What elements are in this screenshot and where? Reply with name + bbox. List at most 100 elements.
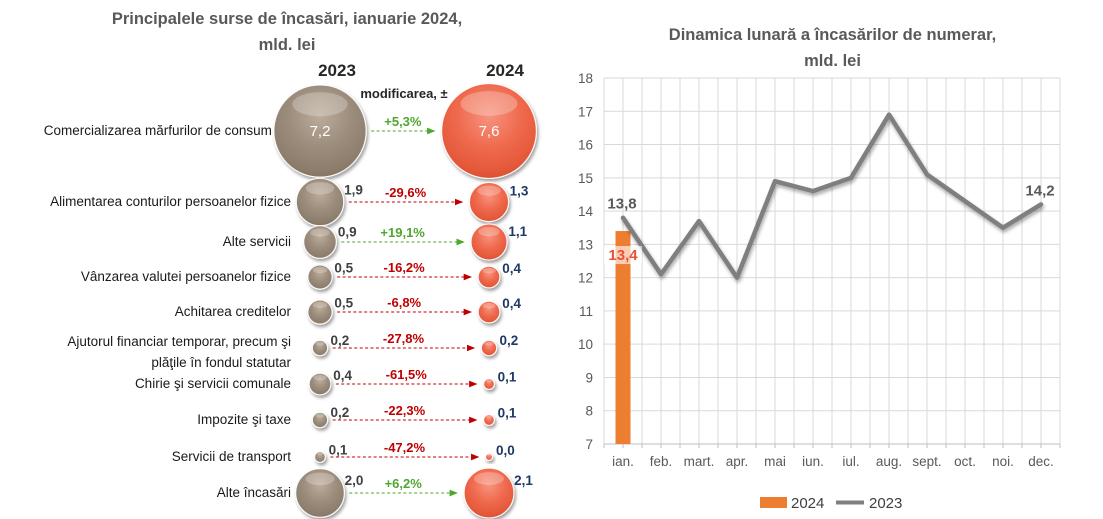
bubble-gloss-highlight (316, 452, 324, 456)
bubble-gloss-highlight (474, 472, 504, 486)
value-label-2023: 0,5 (334, 296, 353, 311)
monthly-dynamics-chart: 7 8 9 10 11 12 13 14 15 16 17 18 ian. feb. mart. apr. ma… (578, 71, 1061, 512)
value-label-2023: 7,2 (310, 123, 331, 140)
y-axis-labels: 7 8 9 10 11 12 13 14 15 16 17 18 (578, 71, 594, 452)
bubble-gloss-highlight (305, 182, 335, 195)
change-percent-label: +19,1% (380, 225, 425, 240)
value-label-2024: 0,0 (496, 443, 515, 458)
line-data-label: 13,8 (607, 196, 636, 213)
bubble-gloss-highlight (292, 92, 348, 117)
bubble-gloss-highlight (478, 226, 500, 237)
category-label: Alimentarea conturilor persoanelor fizic… (50, 194, 291, 209)
value-label-2024: 1,3 (510, 184, 529, 199)
y-tick-label: 12 (578, 271, 593, 286)
value-label-2024: 2,1 (514, 473, 533, 488)
bubble-gloss-highlight (315, 341, 325, 346)
value-label-2023: 0,5 (334, 261, 353, 276)
bubble-gloss-highlight (485, 379, 493, 383)
bubble-2023 (308, 372, 332, 396)
y-tick-label: 18 (578, 71, 593, 86)
change-column-header: modificarea, ± (360, 86, 447, 101)
y-tick-label: 8 (585, 404, 593, 419)
legend-swatch-2024 (760, 497, 787, 508)
bubble-gloss-highlight (313, 374, 327, 381)
value-label-2023: 1,9 (344, 182, 363, 197)
bubble-row: Alte încasări +6,2% 2,0 2,1 (217, 467, 533, 519)
line-2023 (620, 112, 1044, 280)
x-tick-label: noi. (992, 454, 1014, 469)
left-chart-title-line1: Principalele surse de încasări, ianuarie… (111, 10, 463, 28)
bubble-2023 (313, 450, 327, 464)
x-tick-label: ian. (612, 454, 634, 469)
category-label: Impozite şi taxe (197, 412, 291, 427)
bubble-gloss-highlight (315, 413, 325, 418)
bubble-2024 (480, 339, 498, 357)
column-header-2024: 2024 (486, 61, 524, 80)
x-tick-label: sept. (912, 454, 941, 469)
x-tick-label: mai (764, 454, 786, 469)
bubble-gloss-highlight (484, 341, 494, 346)
right-chart-title-line1: Dinamica lunară a încasărilor de numerar… (668, 26, 997, 44)
value-label-2024: 0,2 (500, 333, 519, 348)
bubble-gloss-highlight (486, 454, 492, 456)
change-percent-label: -29,6% (385, 185, 427, 200)
value-label-2024: 1,1 (508, 224, 527, 239)
category-label: Achitarea creditelor (175, 304, 292, 319)
change-percent-label: -22,3% (384, 403, 426, 418)
change-percent-label: -27,8% (383, 331, 425, 346)
category-label: Chirie şi servicii comunale (135, 376, 291, 391)
bubble-2024 (477, 300, 501, 324)
right-chart-title-line2: mld. lei (804, 52, 861, 70)
x-tick-label: iun. (802, 454, 824, 469)
legend-label-2023: 2023 (869, 495, 902, 512)
column-header-2023: 2023 (318, 61, 356, 80)
bubble-row: Impozite şi taxe -22,3% 0,2 0,1 (197, 403, 517, 429)
bubble-2023 (303, 225, 337, 259)
change-percent-label: -6,8% (387, 295, 421, 310)
change-percent-label: +5,3% (384, 114, 422, 129)
bubble-row: Vânzarea valutei persoanelor fizice -16,2… (81, 260, 522, 290)
bubble-2023 (307, 299, 333, 325)
change-percent-label: -47,2% (384, 440, 426, 455)
bubble-row: Servicii de transport -47,2% 0,1 0,0 (172, 440, 515, 464)
legend: 2024 2023 (760, 495, 902, 512)
change-percent-label: -61,5% (386, 367, 428, 382)
bar-data-label: 13,4 (608, 247, 638, 264)
bubble-gloss-highlight (312, 301, 328, 309)
x-tick-label: aug. (876, 454, 902, 469)
bubble-gloss-highlight (310, 228, 330, 237)
value-label-2024: 0,1 (498, 369, 517, 384)
bubble-2023 (295, 468, 345, 518)
change-percent-label: +6,2% (385, 476, 423, 491)
bubble-2024 (482, 377, 496, 391)
bubble-gloss-highlight (482, 267, 496, 274)
bar-2024-ian. (615, 231, 631, 444)
x-tick-label: mart. (684, 454, 715, 469)
value-label-2024: 0,1 (498, 405, 517, 420)
bubble-gloss-highlight (482, 302, 496, 309)
bubble-2024 (440, 82, 538, 180)
bubble-row: Chirie şi servicii comunale -61,5% 0,4 0,1 (135, 367, 517, 396)
bubble-2023 (273, 84, 367, 178)
x-axis-labels: ian. feb. mart. apr. mai iun. iul. aug. sept. oct… (612, 454, 1054, 469)
value-label-2023: 2,0 (345, 473, 364, 488)
bubble-gloss-highlight (477, 185, 501, 196)
bubble-comparison-chart: 2023 2024 modificarea, ± Comercializarea mă… (44, 61, 538, 519)
bubble-gloss-highlight (485, 415, 493, 419)
x-tick-label: apr. (726, 454, 749, 469)
value-label-2023: 0,4 (333, 368, 352, 383)
value-label-2024: 0,4 (502, 261, 521, 276)
bubble-2024 (468, 181, 510, 223)
y-tick-label: 7 (585, 437, 593, 452)
bubble-2023 (311, 339, 329, 357)
bubble-2023 (307, 264, 333, 290)
bubble-2024 (484, 452, 494, 462)
bubble-row: Alte servicii +19,1% 0,9 1,1 (223, 223, 528, 261)
category-label: Servicii de transport (172, 449, 292, 464)
x-tick-label: iul. (842, 454, 859, 469)
change-percent-label: -16,2% (384, 260, 426, 275)
y-tick-label: 14 (578, 204, 594, 219)
bubble-gloss-highlight (460, 91, 518, 116)
category-label: Comercializarea mărfurilor de consum (44, 123, 272, 138)
